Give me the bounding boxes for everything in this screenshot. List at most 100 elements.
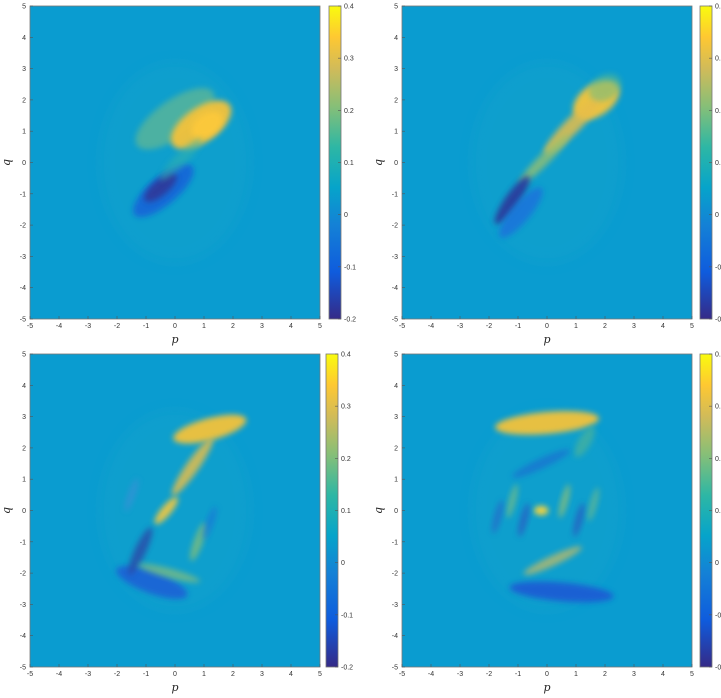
wigner-lobe xyxy=(491,499,504,534)
y-axis-label: q xyxy=(372,507,385,514)
colorbar-tick-label: -0. xyxy=(715,264,721,271)
y-tick-label: -1 xyxy=(20,539,26,546)
y-tick-label: 5 xyxy=(394,4,398,11)
colorbar-tick-label: -0.1 xyxy=(341,612,353,619)
x-tick-label: -1 xyxy=(515,323,521,330)
x-tick-label: -5 xyxy=(399,323,405,330)
wigner-lobe xyxy=(173,414,247,444)
colorbar-tick-label: 0 xyxy=(341,560,345,567)
y-tick-label: 0 xyxy=(22,508,26,515)
y-tick-label: 5 xyxy=(394,352,398,359)
wigner-lobe xyxy=(189,522,207,561)
wigner-lobe xyxy=(159,138,202,181)
y-tick-label: 2 xyxy=(22,445,26,452)
y-tick-label: -4 xyxy=(392,285,398,292)
x-tick-label: -4 xyxy=(56,671,62,678)
y-tick-label: 4 xyxy=(394,35,398,42)
colorbar-tick-label: 0 xyxy=(715,212,719,219)
colorbar-tick-label: 0.2 xyxy=(341,456,351,463)
colorbar-tick-label: 0.3 xyxy=(344,56,354,63)
x-tick-label: 3 xyxy=(260,671,264,678)
y-tick-label: -5 xyxy=(20,665,26,672)
y-tick-label: 1 xyxy=(22,129,26,136)
colorbar: 0. 0. 0. 0. 0 -0. -0. xyxy=(699,4,721,324)
panel-4: -5 -4 -3 -2 -1 0 1 2 3 4 5543210-1-2-3-4-5pq0.0.0.… xyxy=(372,352,721,695)
colorbar-tick-label: -0.1 xyxy=(344,264,356,271)
x-tick-label: 2 xyxy=(231,671,235,678)
y-tick-label: -2 xyxy=(20,571,26,578)
x-tick-label: -4 xyxy=(428,323,434,330)
wigner-lobe xyxy=(171,437,214,496)
x-tick-label: -2 xyxy=(486,323,492,330)
y-tick-label: -2 xyxy=(392,223,398,230)
x-tick-label: -3 xyxy=(85,671,91,678)
x-tick-label: 0 xyxy=(173,323,177,330)
y-tick-label: -4 xyxy=(20,285,26,292)
y-axis-label: q xyxy=(372,159,385,166)
x-tick-label: 4 xyxy=(661,323,665,330)
y-tick-label: -5 xyxy=(20,317,26,324)
wigner-lobe xyxy=(573,503,585,537)
y-tick-label: 1 xyxy=(394,129,398,136)
y-tick-label: 2 xyxy=(394,445,398,452)
x-tick-label: 5 xyxy=(690,323,694,330)
x-tick-label: -1 xyxy=(143,671,149,678)
wigner-lobe xyxy=(506,484,518,518)
x-tick-label: 3 xyxy=(632,323,636,330)
x-tick-label: 4 xyxy=(289,323,293,330)
wigner-lobe xyxy=(588,73,622,102)
wigner-lobe xyxy=(135,87,215,150)
y-tick-label: 4 xyxy=(394,383,398,390)
colorbar-tick-label: -0.2 xyxy=(341,665,353,672)
x-tick-label: 0 xyxy=(545,671,549,678)
wigner-lobe xyxy=(519,134,570,185)
colorbar-tick-label: 0 xyxy=(715,560,719,567)
y-tick-label: -2 xyxy=(20,223,26,230)
wigner-lobe xyxy=(518,503,530,537)
y-tick-label: 4 xyxy=(22,35,26,42)
colorbar-tick-label: -0. xyxy=(715,317,721,324)
x-tick-label: -5 xyxy=(27,671,33,678)
colorbar: 0.4 0.3 0.2 0.1 0 -0.1 -0.2 xyxy=(325,352,353,672)
y-tick-label: -3 xyxy=(392,602,398,609)
x-tick-label: -4 xyxy=(428,671,434,678)
colorbar-tick-label: 0. xyxy=(715,508,721,515)
y-tick-label: -3 xyxy=(392,254,398,261)
wigner-lobe xyxy=(558,484,571,518)
colorbar-tick-label: 0. xyxy=(715,160,721,167)
y-tick-label: -1 xyxy=(20,191,26,198)
colorbar-tick-label: 0. xyxy=(715,352,721,359)
y-tick-label: 0 xyxy=(22,160,26,167)
x-tick-label: 1 xyxy=(202,323,206,330)
y-tick-label: 5 xyxy=(22,352,26,359)
colorbar-tick-label: -0 xyxy=(715,665,721,672)
x-tick-label: -5 xyxy=(399,671,405,678)
y-tick-label: 2 xyxy=(22,97,26,104)
panel-1: -5 -4 -3 -2 -1 0 1 2 3 4 5 5 4 3 2 1 0 -1 -2 -3 -4 -5 p q 0.4 0.3… xyxy=(0,4,356,347)
x-tick-label: -2 xyxy=(114,671,120,678)
colorbar-tick-label: 0. xyxy=(715,56,721,63)
x-tick-label: 0 xyxy=(173,671,177,678)
x-tick-label: -5 xyxy=(27,323,33,330)
x-tick-label: 0 xyxy=(545,323,549,330)
y-tick-label: -3 xyxy=(20,254,26,261)
y-tick-label: 5 xyxy=(22,4,26,11)
colorbar-tick-label: 0. xyxy=(715,4,721,11)
y-tick-label: -1 xyxy=(392,539,398,546)
colorbar-tick-label: 0.1 xyxy=(341,508,351,515)
x-axis-label: p xyxy=(543,333,550,346)
x-tick-label: -1 xyxy=(515,671,521,678)
y-axis-label: q xyxy=(0,159,13,166)
colorbar-tick-label: 0. xyxy=(715,456,721,463)
wigner-lobe xyxy=(499,187,543,238)
x-axis-label: p xyxy=(171,681,178,694)
x-axis-label: p xyxy=(171,333,178,346)
wigner-lobe xyxy=(116,565,188,599)
x-tick-label: -2 xyxy=(114,323,120,330)
y-tick-label: -3 xyxy=(20,602,26,609)
wigner-lobe xyxy=(128,527,153,575)
heatmap-field xyxy=(99,410,251,611)
wigner-lobe xyxy=(494,411,600,435)
x-tick-label: 4 xyxy=(661,671,665,678)
x-tick-label: 3 xyxy=(632,671,636,678)
